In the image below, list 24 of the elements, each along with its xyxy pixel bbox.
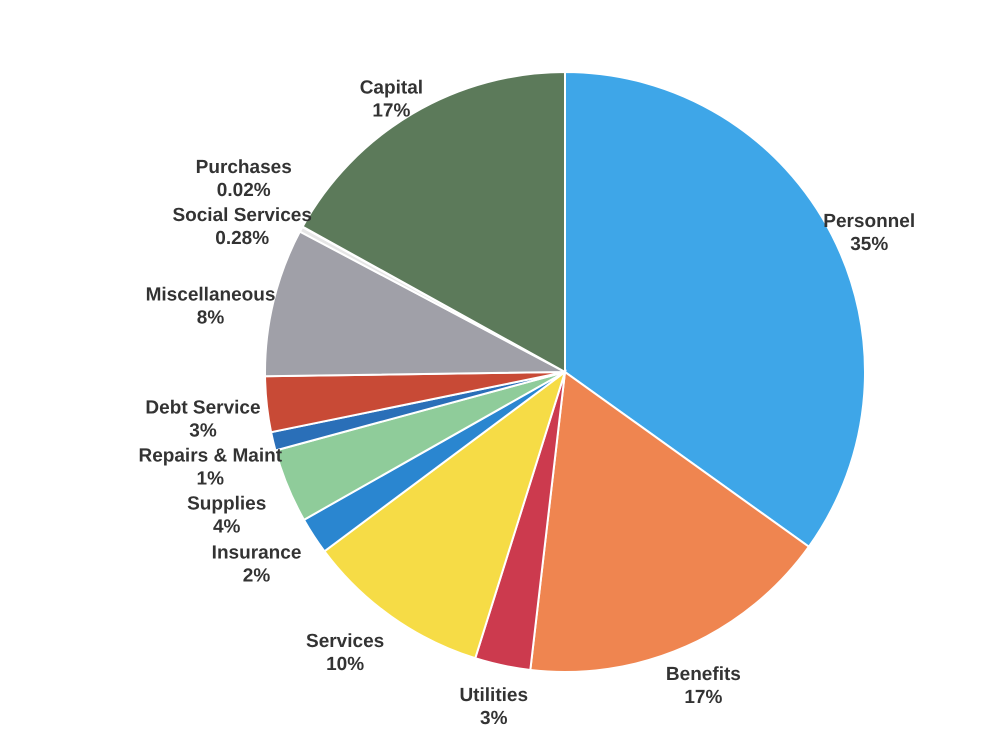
slice-label: Miscellaneous [146,284,276,306]
data-label: 1% [196,468,224,490]
slice-label: Insurance [212,542,302,564]
slice-label: Debt Service [145,398,261,419]
data-label: 35% [850,234,888,256]
slice-label: Social Services [172,205,312,226]
slice-label: Capital [360,78,424,99]
slice-label: Benefits [666,664,741,685]
data-label: 0.02% [216,180,271,201]
data-label: 17% [684,686,723,708]
slice-label: Utilities [459,684,528,706]
data-label: 8% [196,308,224,329]
data-label: 3% [480,708,508,729]
data-label: 17% [372,100,410,122]
slice-label: Supplies [187,494,266,515]
data-label: 2% [242,565,270,586]
slice-label: Personnel [823,211,916,232]
slice-label: Services [306,631,384,652]
data-label: 0.28% [215,228,270,249]
slice-label: Repairs & Maint [138,446,283,467]
data-label: 3% [189,420,217,442]
data-label: 10% [326,654,364,676]
data-label: 4% [212,516,241,538]
slice-label: Purchases [196,157,292,178]
